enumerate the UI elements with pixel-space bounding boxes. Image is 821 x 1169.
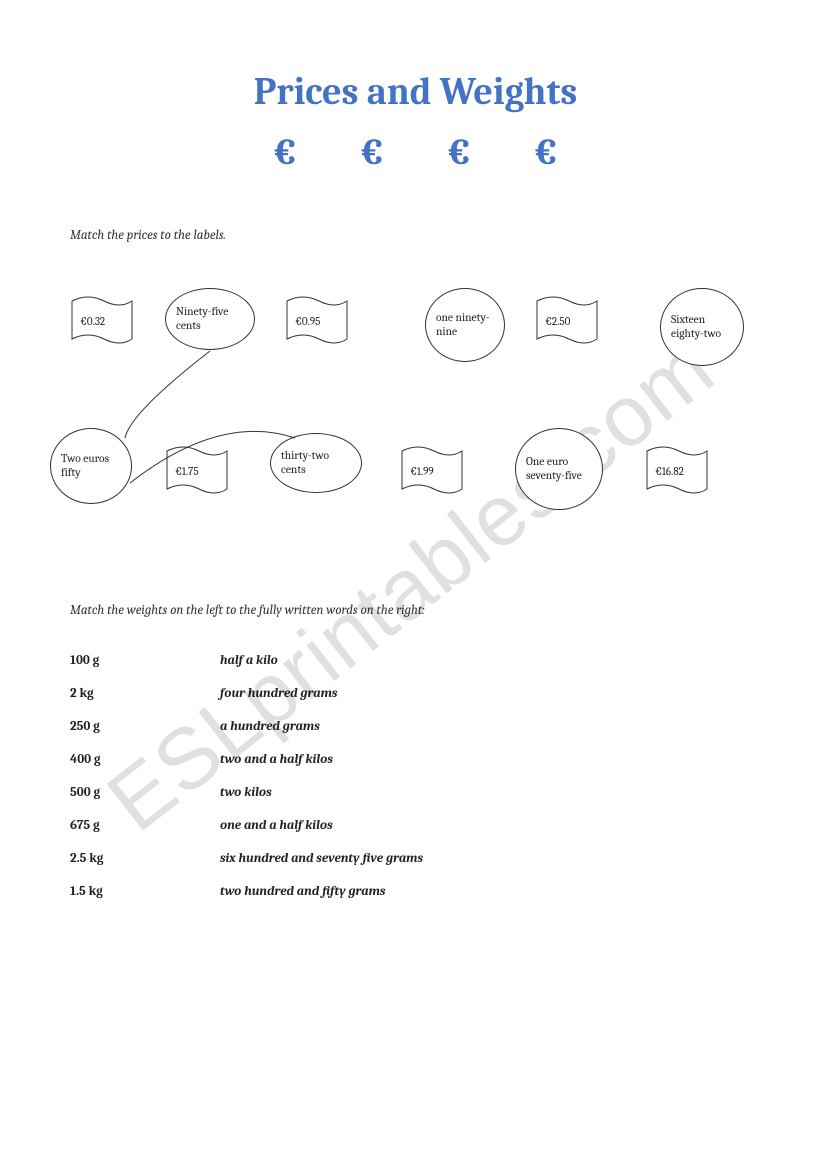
price-flag-label: €2.50 bbox=[545, 315, 570, 328]
price-flag-label: €1.99 bbox=[410, 465, 434, 478]
price-bubble-label: thirty-two cents bbox=[281, 449, 351, 478]
weight-left: 2.5 kg bbox=[70, 851, 220, 866]
table-row: 500 g two kilos bbox=[70, 785, 761, 800]
euro-icon: € bbox=[447, 132, 470, 173]
price-flag-label: €16.82 bbox=[655, 465, 684, 478]
table-row: 1.5 kg two hundred and fifty grams bbox=[70, 884, 761, 899]
price-bubble: one ninety-nine bbox=[425, 288, 505, 362]
price-flag-label: €0.95 bbox=[295, 315, 320, 328]
weights-matching-table: 100 g half a kilo 2 kg four hundred gram… bbox=[70, 653, 761, 899]
weight-left: 500 g bbox=[70, 785, 220, 800]
price-bubble: Sixteen eighty-two bbox=[660, 288, 744, 366]
price-flag: €1.75 bbox=[165, 443, 229, 497]
table-row: 250 g a hundred grams bbox=[70, 719, 761, 734]
price-flag: €0.95 bbox=[285, 293, 349, 347]
price-flag: €2.50 bbox=[535, 293, 599, 347]
weight-right: two kilos bbox=[220, 785, 272, 800]
instruction-prices: Match the prices to the labels. bbox=[70, 228, 761, 243]
weight-left: 100 g bbox=[70, 653, 220, 668]
weight-right: two hundred and fifty grams bbox=[220, 884, 385, 899]
price-bubble-label: Sixteen eighty-two bbox=[671, 313, 733, 342]
weight-right: six hundred and seventy five grams bbox=[220, 851, 423, 866]
worksheet-page: ESLprintables.com Prices and Weights € €… bbox=[0, 0, 821, 1169]
matching-diagram: €0.32 Ninety-five cents €0.95 one ninety… bbox=[70, 283, 770, 573]
instruction-weights: Match the weights on the left to the ful… bbox=[70, 603, 761, 618]
table-row: 2 kg four hundred grams bbox=[70, 686, 761, 701]
price-flag-label: €1.75 bbox=[175, 465, 199, 478]
price-bubble-label: Ninety-five cents bbox=[176, 305, 244, 334]
page-title: Prices and Weights bbox=[70, 70, 761, 114]
price-flag: €0.32 bbox=[70, 293, 134, 347]
price-bubble-label: Two euros fifty bbox=[61, 452, 121, 481]
weight-right: half a kilo bbox=[220, 653, 278, 668]
euro-icon: € bbox=[360, 132, 383, 173]
weight-left: 400 g bbox=[70, 752, 220, 767]
weight-left: 2 kg bbox=[70, 686, 220, 701]
table-row: 675 g one and a half kilos bbox=[70, 818, 761, 833]
price-bubble: thirty-two cents bbox=[270, 433, 362, 493]
euro-symbol-row: € € € € bbox=[70, 132, 761, 173]
price-flag: €1.99 bbox=[400, 443, 464, 497]
weight-left: 1.5 kg bbox=[70, 884, 220, 899]
price-bubble: Two euros fifty bbox=[50, 428, 132, 504]
price-flag: €16.82 bbox=[645, 443, 709, 497]
table-row: 400 g two and a half kilos bbox=[70, 752, 761, 767]
weight-right: two and a half kilos bbox=[220, 752, 333, 767]
weight-left: 675 g bbox=[70, 818, 220, 833]
price-bubble-label: One euro seventy-five bbox=[526, 455, 592, 484]
weight-right: four hundred grams bbox=[220, 686, 337, 701]
price-bubble: Ninety-five cents bbox=[165, 288, 255, 350]
table-row: 2.5 kg six hundred and seventy five gram… bbox=[70, 851, 761, 866]
price-flag-label: €0.32 bbox=[80, 315, 105, 328]
price-bubble: One euro seventy-five bbox=[515, 428, 603, 510]
euro-icon: € bbox=[274, 132, 297, 173]
weight-right: a hundred grams bbox=[220, 719, 320, 734]
table-row: 100 g half a kilo bbox=[70, 653, 761, 668]
weight-right: one and a half kilos bbox=[220, 818, 333, 833]
price-bubble-label: one ninety-nine bbox=[436, 311, 494, 340]
weight-left: 250 g bbox=[70, 719, 220, 734]
euro-icon: € bbox=[534, 132, 557, 173]
